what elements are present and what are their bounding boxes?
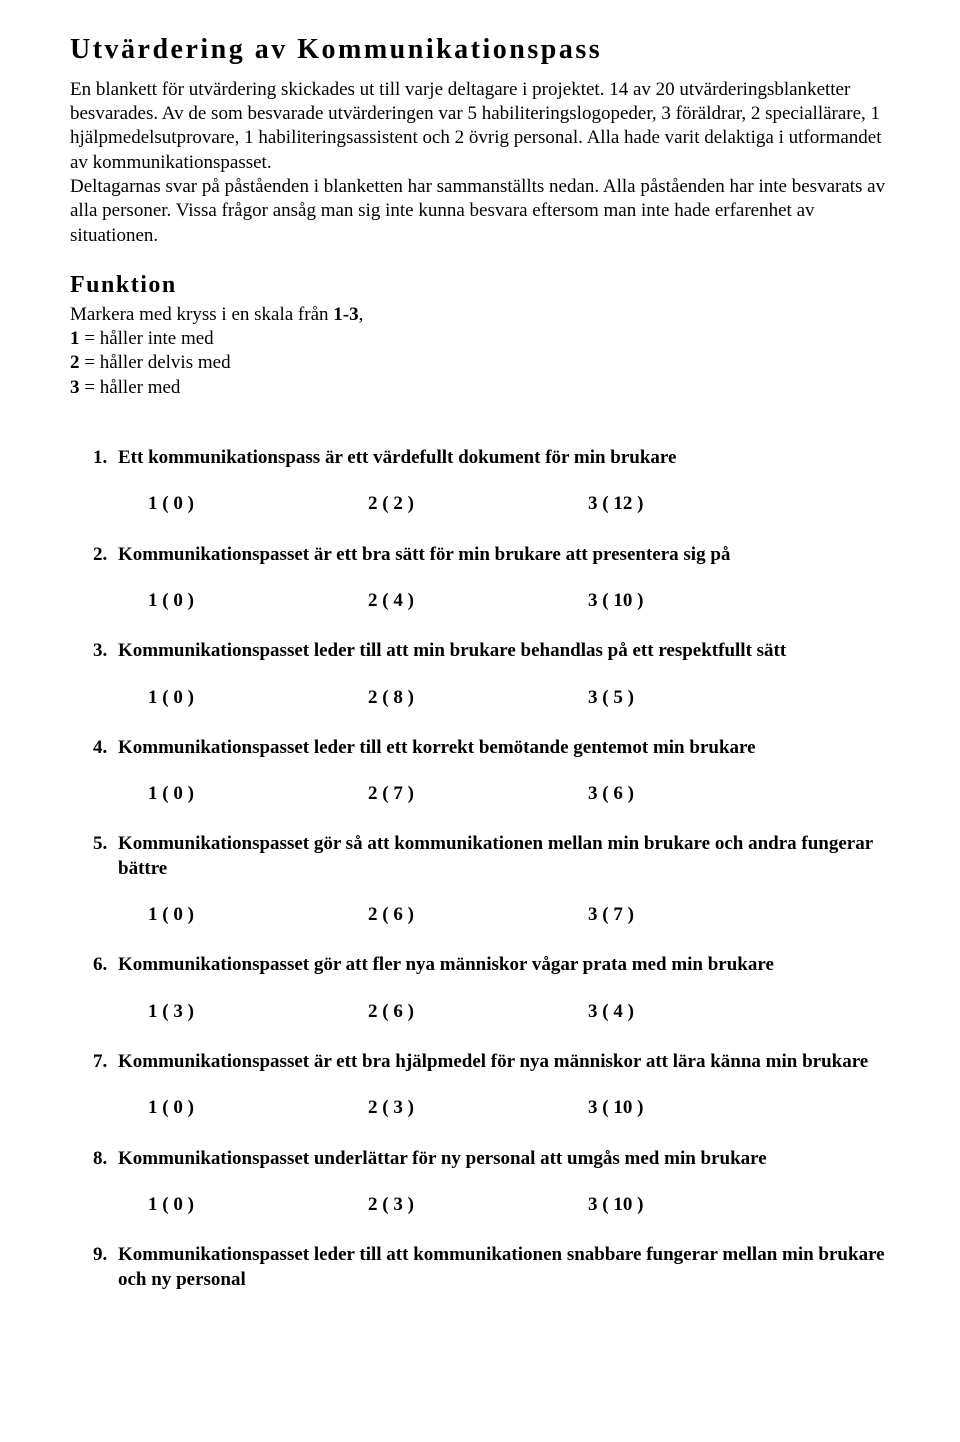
question-text: Kommunikationspasset leder till att komm… (118, 1244, 885, 1289)
scale-line-2-rest: = håller delvis med (80, 352, 231, 373)
answer-3: 3 ( 7 ) (588, 903, 808, 927)
document-page: Utvärdering av Kommunikationspass En bla… (0, 0, 960, 1442)
questions-list: Ett kommunikationspass är ett värdefullt… (70, 446, 890, 1292)
scale-line-3-bold: 3 (70, 377, 80, 398)
answers-row: 1 ( 0 ) 2 ( 3 ) 3 ( 10 ) (148, 1096, 890, 1120)
intro-paragraph: En blankett för utvärdering skickades ut… (70, 78, 890, 248)
answer-3: 3 ( 10 ) (588, 589, 808, 613)
scale-line-1-bold: 1 (70, 328, 80, 349)
answer-3: 3 ( 4 ) (588, 1000, 808, 1024)
answer-1: 1 ( 0 ) (148, 686, 368, 710)
answer-1: 1 ( 3 ) (148, 1000, 368, 1024)
answers-row: 1 ( 0 ) 2 ( 7 ) 3 ( 6 ) (148, 782, 890, 806)
answer-1: 1 ( 0 ) (148, 1096, 368, 1120)
section-heading-funktion: Funktion (70, 270, 890, 301)
answer-2: 2 ( 8 ) (368, 686, 588, 710)
answer-2: 2 ( 6 ) (368, 903, 588, 927)
question-text: Kommunikationspasset är ett bra sätt för… (118, 544, 730, 565)
answer-1: 1 ( 0 ) (148, 589, 368, 613)
scale-line-2-bold: 2 (70, 352, 80, 373)
answers-row: 1 ( 0 ) 2 ( 2 ) 3 ( 12 ) (148, 492, 890, 516)
question-text: Kommunikationspasset gör så att kommunik… (118, 833, 873, 878)
answers-row: 1 ( 0 ) 2 ( 8 ) 3 ( 5 ) (148, 686, 890, 710)
question-text: Ett kommunikationspass är ett värdefullt… (118, 447, 676, 468)
question-item: Kommunikationspasset är ett bra sätt för… (112, 543, 890, 614)
scale-intro-suffix: , (359, 304, 364, 325)
answer-1: 1 ( 0 ) (148, 1193, 368, 1217)
scale-intro: Markera med kryss i en skala från 1-3, (70, 303, 890, 327)
question-item: Kommunikationspasset leder till att min … (112, 639, 890, 710)
answer-3: 3 ( 10 ) (588, 1096, 808, 1120)
question-item: Kommunikationspasset är ett bra hjälpmed… (112, 1050, 890, 1121)
question-text: Kommunikationspasset leder till ett korr… (118, 737, 756, 758)
question-item: Kommunikationspasset leder till ett korr… (112, 736, 890, 807)
scale-intro-bold: 1-3 (333, 304, 358, 325)
answers-row: 1 ( 3 ) 2 ( 6 ) 3 ( 4 ) (148, 1000, 890, 1024)
answers-row: 1 ( 0 ) 2 ( 4 ) 3 ( 10 ) (148, 589, 890, 613)
answer-2: 2 ( 2 ) (368, 492, 588, 516)
answer-3: 3 ( 12 ) (588, 492, 808, 516)
answer-3: 3 ( 5 ) (588, 686, 808, 710)
answer-3: 3 ( 10 ) (588, 1193, 808, 1217)
question-text: Kommunikationspasset är ett bra hjälpmed… (118, 1051, 868, 1072)
scale-intro-prefix: Markera med kryss i en skala från (70, 304, 333, 325)
answer-2: 2 ( 3 ) (368, 1096, 588, 1120)
question-text: Kommunikationspasset leder till att min … (118, 640, 786, 661)
scale-line-1: 1 = håller inte med (70, 327, 890, 351)
scale-line-3: 3 = håller med (70, 376, 890, 400)
answer-2: 2 ( 6 ) (368, 1000, 588, 1024)
scale-line-1-rest: = håller inte med (80, 328, 214, 349)
question-item: Kommunikationspasset gör att fler nya mä… (112, 953, 890, 1024)
answer-1: 1 ( 0 ) (148, 492, 368, 516)
answer-1: 1 ( 0 ) (148, 782, 368, 806)
question-text: Kommunikationspasset gör att fler nya mä… (118, 954, 774, 975)
scale-block: Markera med kryss i en skala från 1-3, 1… (70, 303, 890, 400)
answers-row: 1 ( 0 ) 2 ( 3 ) 3 ( 10 ) (148, 1193, 890, 1217)
answer-2: 2 ( 4 ) (368, 589, 588, 613)
answer-3: 3 ( 6 ) (588, 782, 808, 806)
question-item: Kommunikationspasset leder till att komm… (112, 1243, 890, 1292)
answer-2: 2 ( 3 ) (368, 1193, 588, 1217)
page-title: Utvärdering av Kommunikationspass (70, 32, 890, 68)
question-item: Kommunikationspasset gör så att kommunik… (112, 832, 890, 927)
scale-line-2: 2 = håller delvis med (70, 351, 890, 375)
question-item: Kommunikationspasset underlättar för ny … (112, 1147, 890, 1218)
scale-line-3-rest: = håller med (80, 377, 181, 398)
answer-1: 1 ( 0 ) (148, 903, 368, 927)
answer-2: 2 ( 7 ) (368, 782, 588, 806)
question-item: Ett kommunikationspass är ett värdefullt… (112, 446, 890, 517)
question-text: Kommunikationspasset underlättar för ny … (118, 1148, 767, 1169)
answers-row: 1 ( 0 ) 2 ( 6 ) 3 ( 7 ) (148, 903, 890, 927)
